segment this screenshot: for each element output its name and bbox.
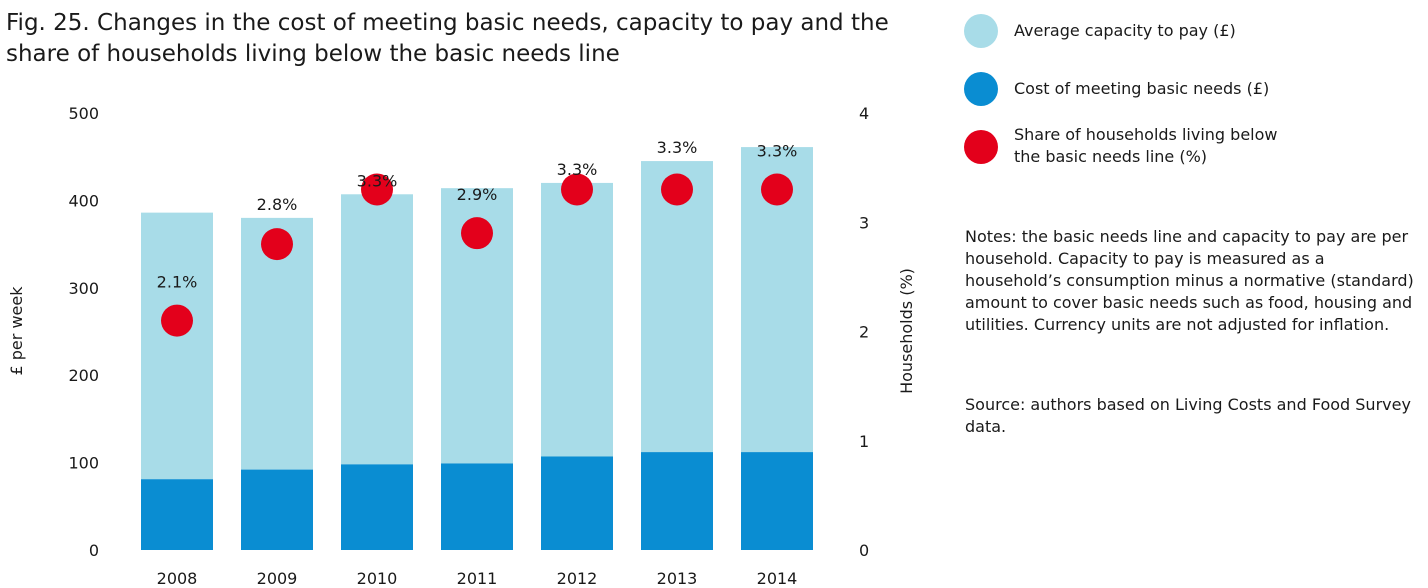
- data-label-2013: 3.3%: [657, 138, 698, 157]
- dots-group: 2.1% 2.8% 3.3% 2.9% 3.3% 3.3% 3.3%: [157, 138, 798, 337]
- bar-cost-2008: [141, 479, 213, 550]
- data-label-2009: 2.8%: [257, 195, 298, 214]
- y2-tick-0: 0: [859, 541, 869, 560]
- bar-cost-2010: [341, 464, 413, 550]
- y2-tick-3: 3: [859, 213, 869, 232]
- y2-axis-title: Households (%): [897, 268, 916, 394]
- y-tick-100: 100: [68, 454, 99, 473]
- chart-plot: 2.1% 2.8% 3.3% 2.9% 3.3% 3.3% 3.3% 0 100 200 300 4…: [7, 104, 916, 588]
- notes-text: Notes: the basic needs line and capacity…: [965, 227, 1414, 334]
- chart-title: Fig. 25. Changes in the cost of meeting …: [6, 10, 889, 67]
- bars-group: [141, 147, 813, 550]
- x-tick-2009: 2009: [257, 569, 298, 588]
- y-tick-300: 300: [68, 279, 99, 298]
- legend-label-capacity: Average capacity to pay (£): [1014, 21, 1236, 40]
- x-tick-2013: 2013: [657, 569, 698, 588]
- dot-share-2009: [261, 228, 293, 261]
- data-label-2010: 3.3%: [357, 171, 398, 190]
- x-tick-2008: 2008: [157, 569, 198, 588]
- left-axis-ticks: 0 100 200 300 400 500: [68, 104, 99, 560]
- bar-cost-2014: [741, 452, 813, 550]
- bar-cost-2009: [241, 469, 313, 550]
- y2-tick-4: 4: [859, 104, 869, 123]
- source-text: Source: authors based on Living Costs an…: [965, 395, 1411, 436]
- dot-share-2010: [361, 173, 393, 206]
- y-tick-200: 200: [68, 366, 99, 385]
- x-tick-2014: 2014: [757, 569, 798, 588]
- y-axis-title: £ per week: [7, 286, 26, 376]
- y-tick-400: 400: [68, 191, 99, 210]
- x-axis-ticks: 2008 2009 2010 2011 2012 2013 2014: [157, 569, 798, 588]
- right-axis-ticks: 0 1 2 3 4: [859, 104, 869, 560]
- y2-tick-2: 2: [859, 323, 869, 342]
- legend-swatch-share: [964, 130, 998, 164]
- legend-swatch-cost: [964, 72, 998, 106]
- bar-capacity-2013: [641, 161, 713, 453]
- y-tick-500: 500: [68, 104, 99, 123]
- bar-capacity-2008: [141, 212, 213, 480]
- x-tick-2012: 2012: [557, 569, 598, 588]
- dot-share-2011: [461, 217, 493, 250]
- y-tick-0: 0: [89, 541, 99, 560]
- legend-label-share: Share of households living below the bas…: [1014, 125, 1278, 166]
- x-tick-2011: 2011: [457, 569, 498, 588]
- bar-cost-2013: [641, 452, 713, 550]
- data-label-2011: 2.9%: [457, 185, 498, 204]
- y2-tick-1: 1: [859, 432, 869, 451]
- x-tick-2010: 2010: [357, 569, 398, 588]
- dot-share-2008: [161, 304, 193, 337]
- bar-cost-2011: [441, 463, 513, 550]
- data-label-2014: 3.3%: [757, 141, 798, 160]
- dot-share-2013: [661, 173, 693, 206]
- bar-cost-2012: [541, 456, 613, 550]
- legend-label-cost: Cost of meeting basic needs (£): [1014, 79, 1270, 98]
- dot-share-2012: [561, 173, 593, 206]
- legend-swatch-capacity: [964, 14, 998, 48]
- bar-capacity-2012: [541, 182, 613, 457]
- data-label-2008: 2.1%: [157, 273, 198, 292]
- bar-capacity-2010: [341, 194, 413, 465]
- dot-share-2014: [761, 173, 793, 206]
- data-label-2012: 3.3%: [557, 160, 598, 179]
